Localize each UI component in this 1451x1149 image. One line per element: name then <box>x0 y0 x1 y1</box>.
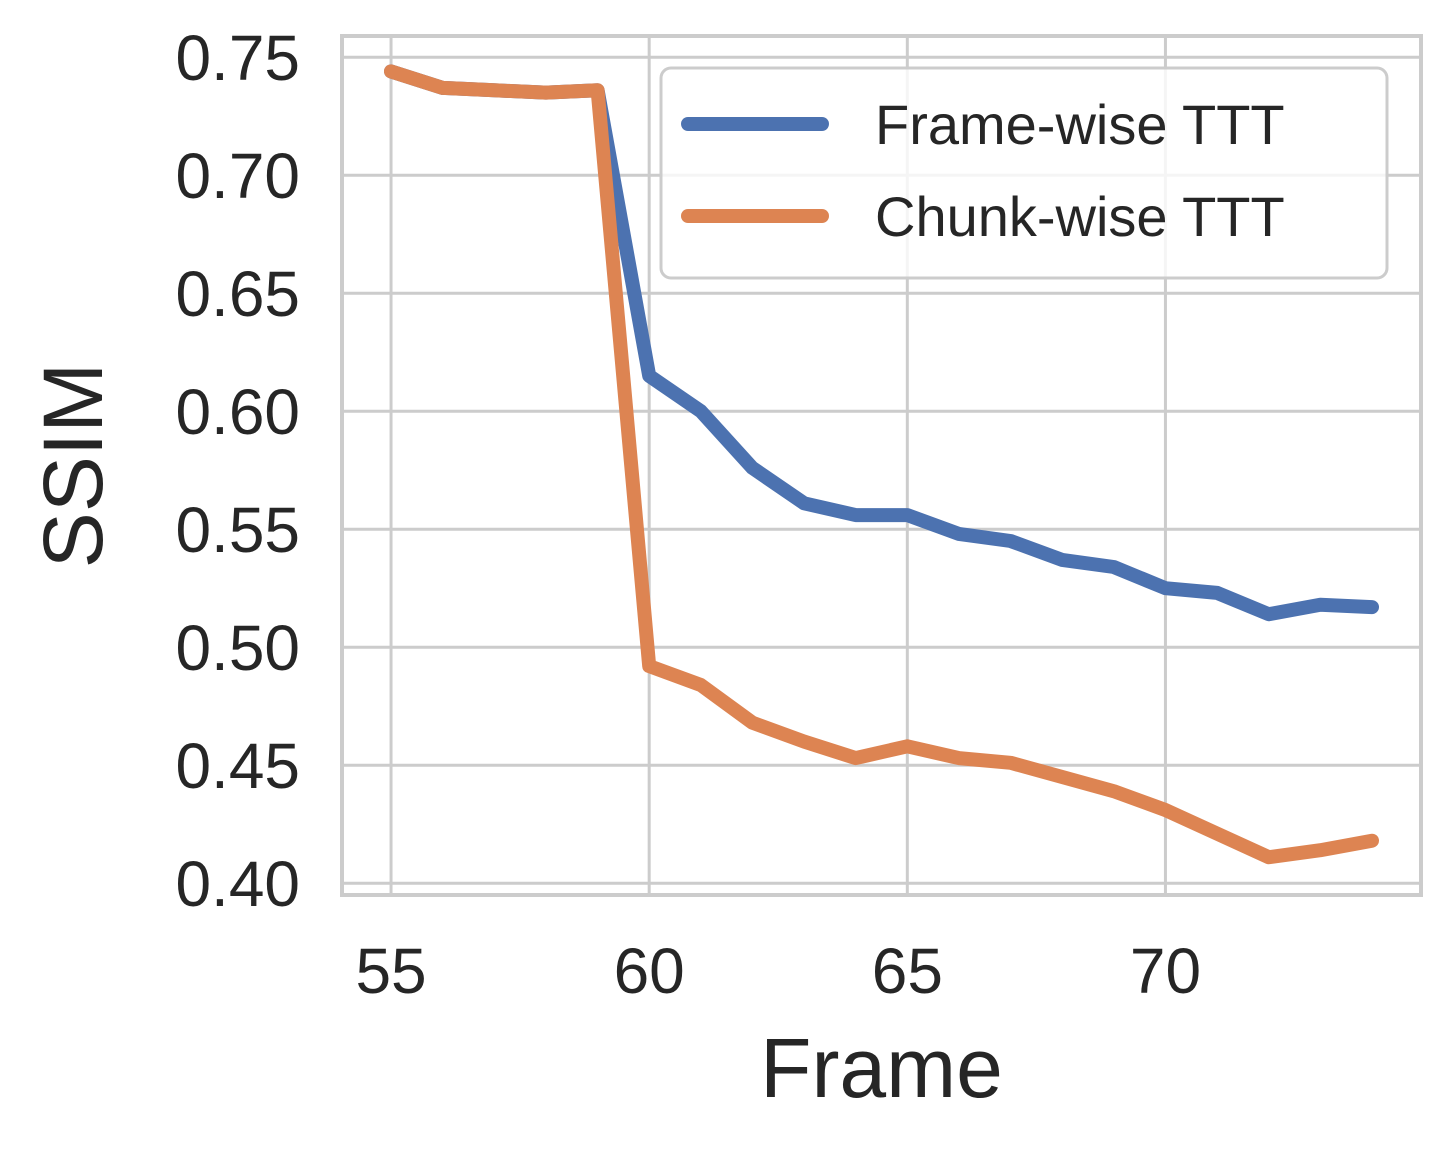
y-tick-label: 0.45 <box>175 730 300 802</box>
plot-area-frame <box>340 34 1423 897</box>
y-tick-label: 0.65 <box>175 258 300 330</box>
x-tick-label: 60 <box>614 935 685 1007</box>
legend: Frame-wise TTT Chunk-wise TTT <box>659 66 1389 280</box>
y-axis-label: SSIM <box>26 363 120 568</box>
x-axis-label: Frame <box>760 1021 1003 1115</box>
series-line-chunk-wise <box>384 64 1379 865</box>
y-tick-label: 0.70 <box>175 140 300 212</box>
y-tick-label: 0.55 <box>175 494 300 566</box>
series-lines <box>384 64 1379 865</box>
y-tick-label: 0.40 <box>175 848 300 920</box>
y-tick-label: 0.50 <box>175 612 300 684</box>
legend-label-chunk-wise: Chunk-wise TTT <box>875 185 1285 248</box>
x-tick-label: 55 <box>355 935 426 1007</box>
x-tick-label: 70 <box>1130 935 1201 1007</box>
x-tick-label: 65 <box>872 935 943 1007</box>
legend-label-frame-wise: Frame-wise TTT <box>875 93 1285 156</box>
y-tick-label: 0.75 <box>175 22 300 94</box>
y-tick-label: 0.60 <box>175 376 300 448</box>
tick-labels: 55 60 65 70 0.40 0.45 0.50 0.55 0.60 0.65 0.70 0.75 <box>175 22 1201 1007</box>
legend-box <box>659 66 1389 280</box>
